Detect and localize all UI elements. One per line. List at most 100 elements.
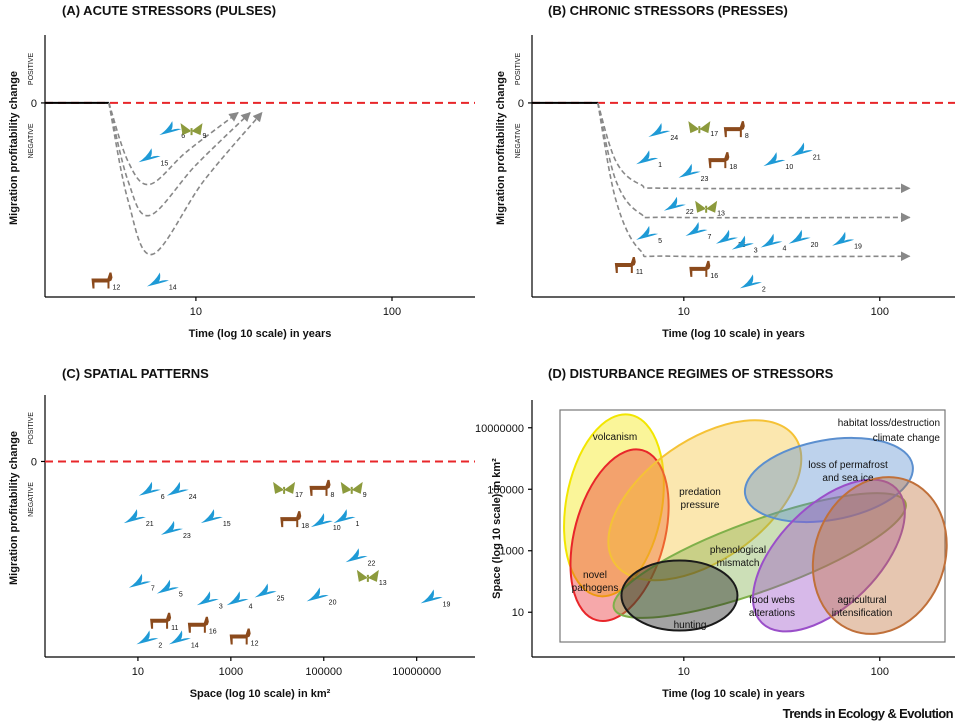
species-icon	[357, 570, 379, 582]
species-icon	[636, 226, 658, 240]
species-number: 1	[356, 521, 360, 528]
species-icon	[832, 232, 854, 246]
species-icon	[161, 521, 183, 535]
region-label: loss of permafrost	[808, 460, 888, 471]
y-tick-label: 10000000	[475, 423, 524, 435]
species-number: 18	[301, 523, 309, 530]
species-number: 15	[223, 521, 231, 528]
species-icon	[708, 152, 729, 168]
x-tick-label: 10	[190, 306, 202, 318]
y-positive-label: POSITIVE	[515, 52, 522, 85]
page: {"footer": "Trends in Ecology & Evolutio…	[0, 0, 958, 726]
y-axis-label: Migration profitability change	[8, 71, 20, 225]
species-icon	[280, 511, 301, 527]
species-icon	[159, 121, 181, 135]
annotation: climate change	[873, 433, 941, 444]
species-number: 5	[658, 238, 662, 245]
x-axis-label: Time (log 10 scale) in years	[662, 688, 805, 700]
x-tick-label: 100	[383, 306, 401, 318]
species-icon	[685, 222, 707, 236]
species-icon	[167, 482, 189, 496]
species-number: 13	[379, 580, 387, 587]
y-axis-label: Migration profitability change	[8, 431, 20, 585]
species-number: 23	[701, 176, 709, 183]
species-number: 7	[151, 586, 155, 593]
species-number: 2	[762, 286, 766, 293]
region-label: mismatch	[717, 558, 760, 569]
species-icon	[139, 148, 161, 162]
species-icon	[91, 272, 112, 288]
species-number: 8	[745, 133, 749, 140]
region-label: food webs	[749, 595, 795, 606]
species-icon	[124, 509, 146, 523]
species-number: 8	[331, 492, 335, 499]
y-tick-label: 0	[31, 456, 37, 468]
species-number: 17	[710, 131, 718, 138]
y-negative-label: NEGATIVE	[515, 123, 522, 158]
panel-title: (C) SPATIAL PATTERNS	[62, 366, 209, 381]
y-tick-label: 0	[31, 98, 37, 110]
species-number: 9	[203, 133, 207, 140]
species-number: 23	[183, 533, 191, 540]
species-number: 13	[717, 211, 725, 218]
region-label: pressure	[681, 500, 720, 511]
species-icon	[636, 150, 658, 164]
y-positive-label: POSITIVE	[28, 52, 35, 85]
species-number: 14	[169, 284, 177, 291]
x-axis-label: Space (log 10 scale) in km²	[190, 688, 331, 700]
species-number: 20	[329, 599, 337, 606]
species-icon	[648, 123, 670, 137]
species-number: 11	[636, 269, 643, 276]
species-number: 25	[277, 595, 285, 602]
species-number: 12	[251, 640, 259, 647]
species-number: 3	[219, 603, 223, 610]
species-icon	[188, 617, 209, 633]
species-icon	[139, 482, 161, 496]
species-icon	[150, 613, 171, 629]
x-tick-label: 10	[678, 306, 690, 318]
species-number: 14	[191, 642, 199, 649]
x-tick-label: 1000	[219, 666, 243, 678]
y-positive-label: POSITIVE	[28, 412, 35, 445]
species-icon	[227, 591, 249, 605]
species-number: 19	[854, 244, 862, 251]
y-axis-label: Migration profitability change	[495, 71, 507, 225]
x-axis-label: Time (log 10 scale) in years	[189, 328, 332, 340]
species-icon	[740, 274, 762, 288]
species-icon	[136, 630, 158, 644]
species-number: 10	[785, 164, 793, 171]
species-icon	[307, 587, 329, 601]
species-icon	[311, 513, 333, 527]
species-icon	[334, 509, 356, 523]
region-label: predation	[679, 487, 721, 498]
region-label: phenological	[710, 545, 766, 556]
species-number: 19	[443, 601, 451, 608]
y-tick-label: 1000	[500, 546, 524, 558]
species-icon	[664, 197, 686, 211]
species-icon	[689, 261, 710, 277]
x-tick-label: 100	[871, 666, 889, 678]
species-icon	[421, 589, 443, 603]
species-icon	[688, 121, 710, 133]
region-label: and sea ice	[822, 473, 874, 484]
species-icon	[724, 121, 745, 137]
species-number: 4	[782, 246, 786, 253]
species-icon	[310, 480, 331, 496]
region-label: alterations	[749, 608, 795, 619]
species-icon	[169, 630, 191, 644]
species-icon	[716, 230, 738, 244]
x-tick-label: 100000	[305, 666, 342, 678]
curve	[109, 103, 250, 216]
species-number: 6	[161, 494, 165, 501]
species-icon	[129, 574, 151, 588]
species-number: 24	[189, 494, 197, 501]
species-number: 2	[158, 642, 162, 649]
species-number: 5	[179, 592, 183, 599]
x-tick-label: 10	[132, 666, 144, 678]
y-tick-label: 0	[518, 98, 524, 110]
species-icon	[230, 628, 251, 644]
species-icon	[181, 123, 203, 135]
species-icon	[615, 257, 636, 273]
footer: Trends in Ecology & Evolution	[783, 706, 954, 721]
y-negative-label: NEGATIVE	[28, 123, 35, 158]
